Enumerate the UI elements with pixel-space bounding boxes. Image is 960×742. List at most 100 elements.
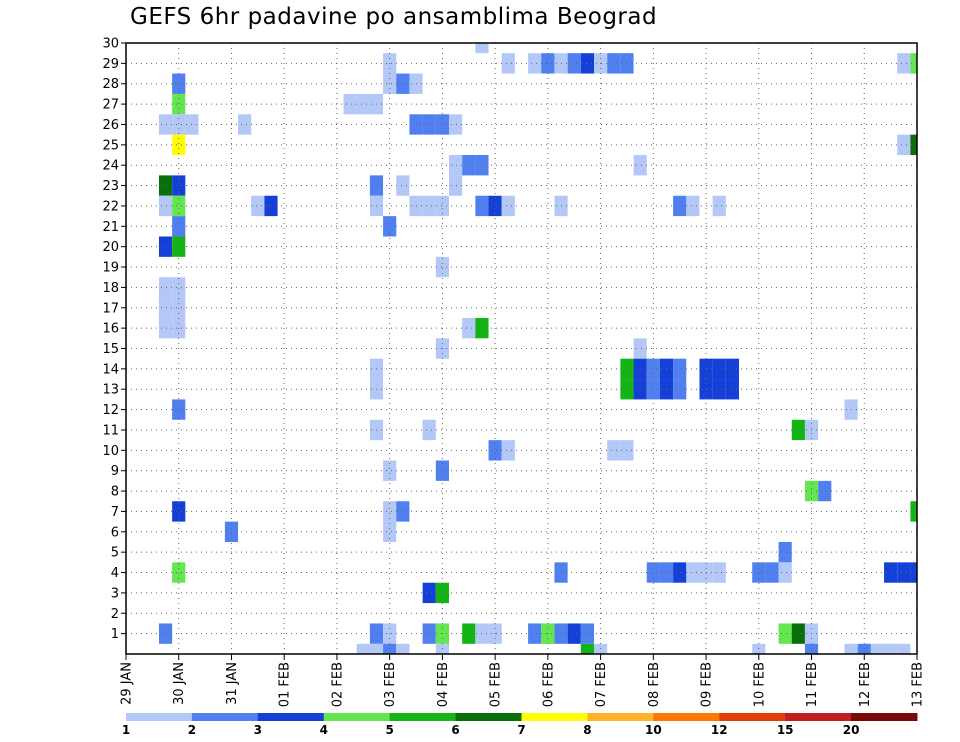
- y-tick-label: 9: [111, 464, 119, 479]
- data-cell: [422, 195, 436, 217]
- grid-lines: [126, 43, 917, 654]
- y-tick-label: 17: [102, 301, 119, 316]
- data-cell: [435, 582, 449, 604]
- data-cell: [844, 643, 858, 654]
- data-cell: [172, 195, 186, 217]
- data-cell: [897, 134, 911, 156]
- y-tick-label: 16: [102, 322, 119, 337]
- data-cell: [633, 338, 647, 359]
- data-cell: [778, 623, 792, 644]
- colorbar: 1 2 3 4 5 6 7 8 10 12 15 20: [122, 713, 918, 737]
- data-cell: [172, 501, 186, 522]
- colorbar-swatch: [389, 713, 457, 721]
- data-cell: [580, 643, 595, 654]
- data-cell: [383, 216, 397, 237]
- data-cell: [725, 358, 740, 380]
- data-cell: [884, 643, 898, 654]
- data-cell: [488, 195, 502, 217]
- data-cell: [172, 175, 186, 196]
- data-cell: [528, 623, 542, 644]
- data-cell: [712, 562, 726, 583]
- y-tick-label: 24: [102, 159, 119, 174]
- colorbar-swatch: [851, 713, 918, 721]
- x-tick-label: 09 FEB: [700, 662, 715, 707]
- data-cell: [448, 155, 463, 176]
- data-cell: [910, 134, 917, 156]
- data-cell: [567, 623, 581, 644]
- colorbar-swatch: [455, 713, 522, 721]
- data-cell: [712, 379, 726, 400]
- data-cell: [673, 195, 687, 217]
- data-cell: [475, 43, 489, 54]
- y-tick-label: 30: [102, 37, 119, 52]
- x-tick-label: 05 FEB: [489, 662, 504, 707]
- data-cell: [567, 53, 581, 74]
- data-cell: [818, 480, 832, 502]
- data-cell: [752, 562, 766, 583]
- y-tick-label: 18: [102, 281, 119, 296]
- data-cell: [435, 460, 449, 481]
- data-cell: [435, 256, 449, 278]
- data-cell: [870, 643, 885, 654]
- y-tick-label: 11: [102, 423, 119, 438]
- colorbar-label: 6: [451, 723, 459, 737]
- data-cell: [528, 53, 542, 74]
- x-tick-label: 10 FEB: [752, 662, 767, 707]
- data-cell: [910, 501, 917, 522]
- y-tick-label: 4: [111, 566, 119, 581]
- y-tick-label: 22: [102, 199, 119, 214]
- y-tick-label: 10: [102, 444, 119, 459]
- data-cell: [646, 379, 660, 400]
- data-cell: [501, 195, 515, 217]
- y-tick-label: 19: [102, 261, 119, 276]
- data-cell: [897, 562, 911, 583]
- data-cell: [910, 562, 917, 583]
- data-cell: [712, 195, 726, 217]
- data-cell: [778, 541, 792, 563]
- data-cell: [172, 216, 186, 237]
- y-tick-label: 5: [111, 546, 119, 561]
- data-cell: [673, 379, 687, 400]
- colorbar-label: 3: [254, 723, 262, 737]
- data-cell: [633, 358, 647, 380]
- colorbar-swatch: [653, 713, 720, 721]
- colorbar-label: 10: [645, 723, 662, 737]
- data-cell: [633, 379, 647, 400]
- data-cell: [712, 358, 726, 380]
- colorbar-swatch: [191, 713, 259, 721]
- data-cell: [383, 460, 397, 481]
- data-cell: [172, 93, 186, 115]
- colorbar-swatch: [323, 713, 391, 721]
- x-tick-label: 03 FEB: [383, 662, 398, 707]
- colorbar-label: 4: [320, 723, 328, 737]
- y-tick-label: 27: [102, 98, 119, 113]
- y-tick-label: 28: [102, 77, 119, 92]
- x-tick-label: 11 FEB: [805, 662, 820, 707]
- y-tick-label: 13: [102, 383, 119, 398]
- data-cell: [778, 562, 792, 583]
- colorbar-swatch: [257, 713, 325, 721]
- data-cell: [725, 379, 740, 400]
- y-tick-label: 23: [102, 179, 119, 194]
- y-tick-label: 14: [102, 362, 119, 377]
- colorbar-swatch: [521, 713, 588, 721]
- data-cell: [172, 277, 186, 298]
- data-cell: [172, 399, 186, 420]
- y-tick-label: 29: [102, 57, 119, 72]
- data-cell: [422, 582, 436, 604]
- data-cell: [607, 53, 621, 74]
- data-cell: [383, 521, 397, 542]
- data-cell: [172, 297, 186, 318]
- y-tick-label: 7: [111, 505, 119, 520]
- colorbar-label: 2: [188, 723, 196, 737]
- colorbar-swatch: [785, 713, 852, 721]
- chart-title: GEFS 6hr padavine po ansamblima Beograd: [130, 4, 658, 30]
- data-cell: [158, 623, 173, 644]
- data-cell: [791, 419, 805, 441]
- data-cell: [396, 501, 410, 522]
- data-cell: [343, 93, 357, 115]
- x-tick-label: 02 FEB: [330, 662, 345, 707]
- data-cell: [158, 277, 173, 298]
- y-tick-label: 25: [102, 138, 119, 153]
